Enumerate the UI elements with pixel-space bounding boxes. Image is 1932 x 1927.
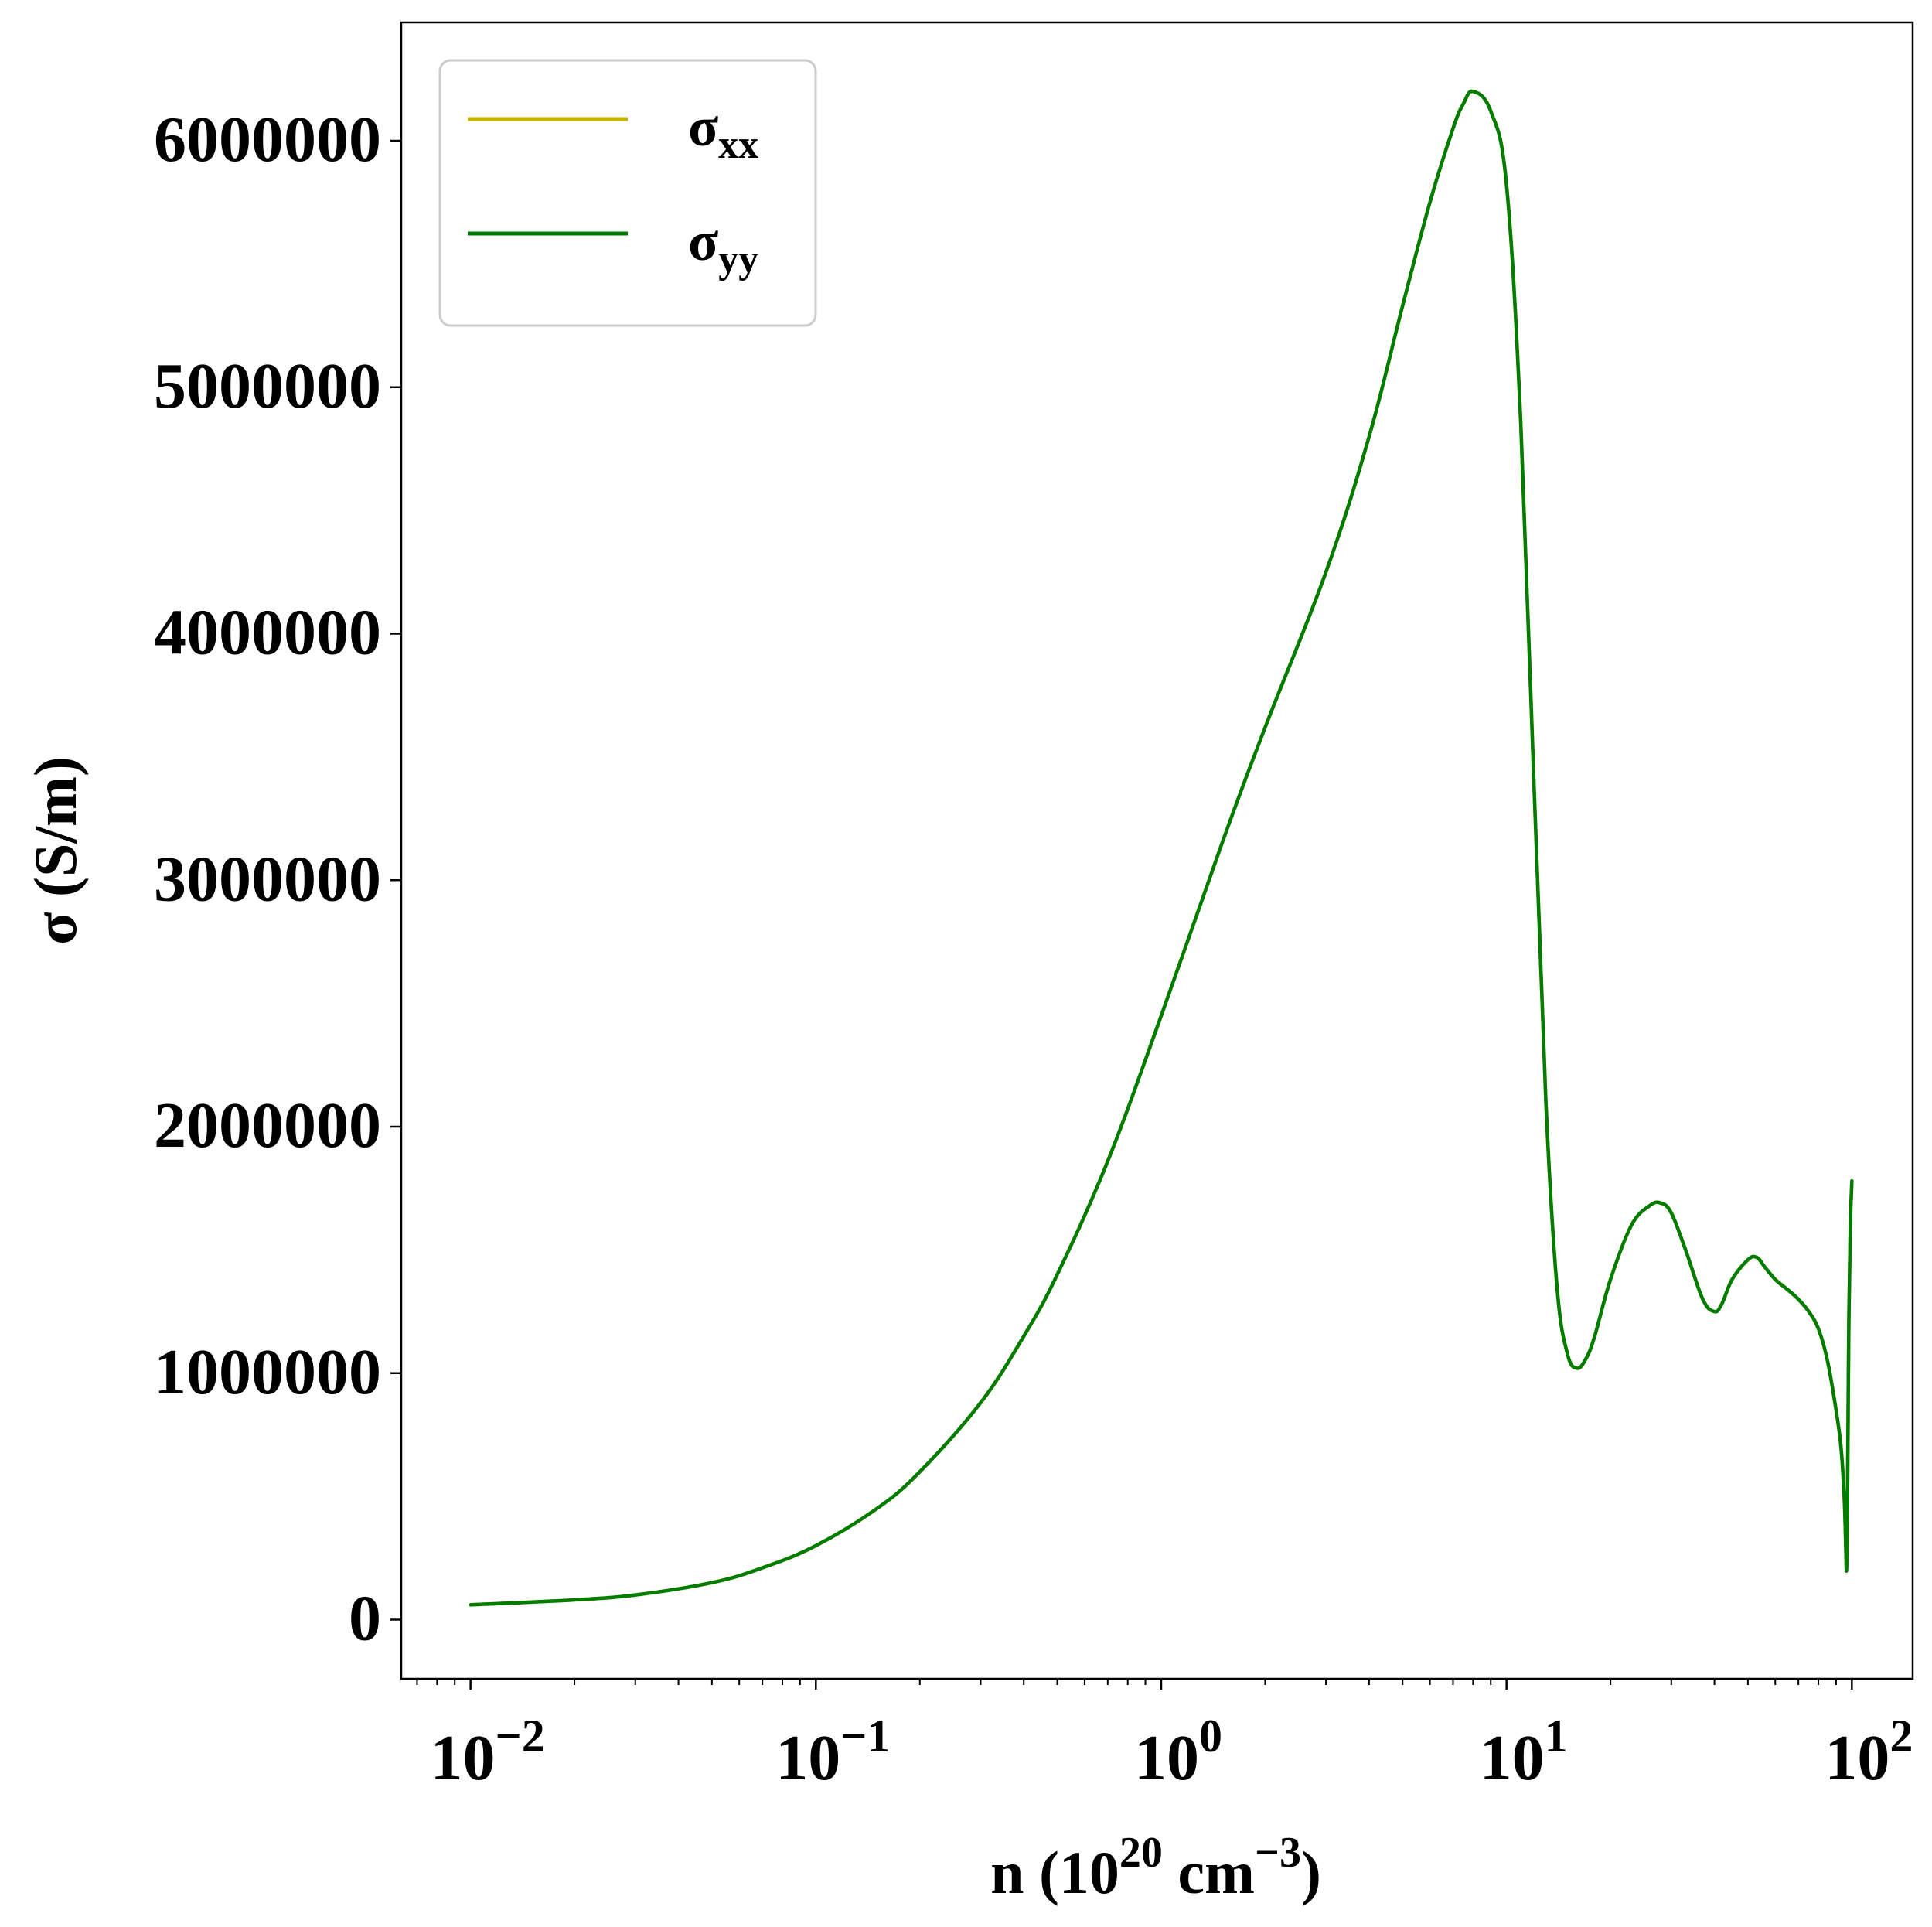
axis-ticks: 0 1000000 2000000 3000000 4000000 5000000 6000…: [154, 104, 1913, 1794]
legend-label-sigma-xx-symbol: σ: [688, 96, 718, 158]
x-tick-label: 100: [1134, 1710, 1222, 1794]
x-axis-label-exponent-1: 20: [1119, 1829, 1163, 1877]
x-tick-label-base: 10: [1825, 1722, 1889, 1794]
x-tick-label: 10−2: [431, 1710, 545, 1794]
x-tick-label-exponent: −2: [496, 1710, 545, 1762]
x-axis-label: n (1020 cm−3): [990, 1829, 1321, 1906]
y-tick-label: 4000000: [154, 597, 381, 669]
legend-label-sigma-yy-subscript: yy: [718, 237, 758, 281]
y-tick-label: 6000000: [154, 104, 381, 176]
x-tick-label: 102: [1825, 1710, 1913, 1794]
legend-label-sigma-yy-symbol: σ: [688, 210, 718, 272]
y-tick-label: 3000000: [154, 843, 381, 915]
x-tick-label-exponent: 0: [1199, 1710, 1222, 1762]
x-tick-label-base: 10: [1480, 1722, 1545, 1794]
y-tick-label: 0: [349, 1583, 381, 1655]
legend-label-sigma-yy: σyy: [688, 210, 758, 281]
x-axis-label-suffix: ): [1301, 1839, 1321, 1906]
legend: σxx σyy: [438, 59, 817, 327]
series-line-sigma-yy: [469, 89, 1854, 1607]
legend-label-sigma-xx: σxx: [688, 96, 758, 167]
y-tick-label: 1000000: [154, 1336, 381, 1408]
x-tick-label-exponent: 2: [1889, 1710, 1913, 1762]
x-axis-label-unit: cm: [1163, 1839, 1255, 1906]
series-lines: [469, 89, 1854, 1607]
legend-box: [438, 59, 817, 327]
x-tick-label-exponent: 1: [1545, 1710, 1568, 1762]
x-tick-label-base: 10: [775, 1722, 840, 1794]
plot-frame: [400, 21, 1914, 1680]
x-tick-label-exponent: −1: [840, 1710, 890, 1762]
x-tick-label-base: 10: [431, 1722, 496, 1794]
y-axis-label: σ (S/m): [22, 756, 89, 945]
x-tick-label: 101: [1480, 1710, 1568, 1794]
y-tick-label: 5000000: [154, 350, 381, 422]
y-tick-label: 2000000: [154, 1090, 381, 1161]
legend-label-sigma-xx-subscript: xx: [718, 123, 758, 167]
x-axis-label-exponent-2: −3: [1255, 1829, 1301, 1877]
x-tick-label-base: 10: [1134, 1722, 1199, 1794]
x-tick-label: 10−1: [775, 1710, 890, 1794]
x-axis-label-prefix: n (10: [990, 1839, 1119, 1906]
